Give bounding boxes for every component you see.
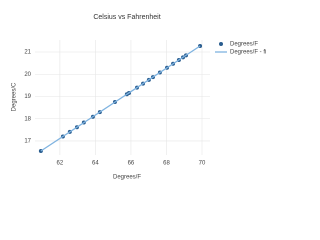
y-axis-label: Degrees/C — [12, 82, 18, 111]
x-tick-label: 70 — [199, 161, 206, 167]
x-axis-label: Degrees/F — [113, 175, 141, 181]
x-tick-label: 62 — [57, 161, 64, 167]
x-tick-label: 64 — [92, 161, 99, 167]
y-tick-label: 20 — [24, 72, 31, 78]
y-tick-label: 21 — [24, 50, 31, 56]
x-tick-label: 66 — [128, 161, 135, 167]
legend-label: Degrees/F — [230, 42, 258, 48]
legend-marker — [219, 42, 223, 46]
chart: Celsius vs Fahrenheit Degrees/F Degrees/… — [12, 14, 266, 181]
chart-title: Celsius vs Fahrenheit — [93, 14, 160, 21]
legend-label: Degrees/F - fit — [230, 50, 266, 56]
y-tick-label: 19 — [24, 94, 31, 100]
fit-line — [40, 45, 201, 152]
x-tick-label: 68 — [163, 161, 170, 167]
y-tick-label: 18 — [24, 116, 31, 122]
y-tick-label: 17 — [24, 139, 31, 145]
